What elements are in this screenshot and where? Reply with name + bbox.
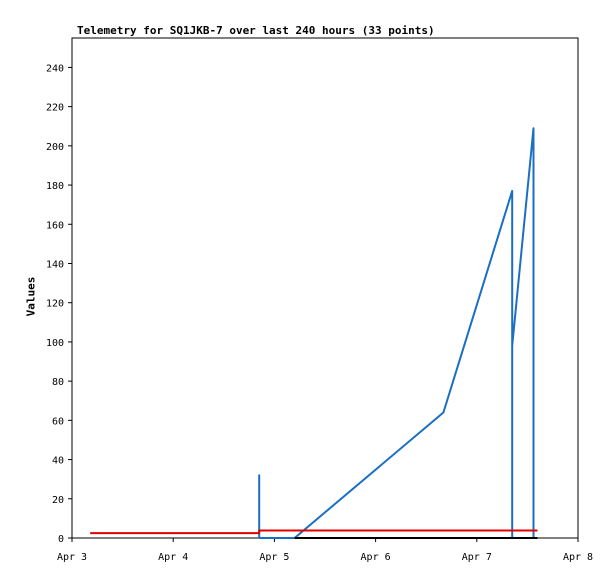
chart-title: Telemetry for SQ1JKB-7 over last 240 hou… (77, 24, 435, 37)
y-tick-label: 20 (52, 495, 64, 506)
y-tick-label: 100 (46, 338, 64, 349)
y-tick-label: 180 (46, 181, 64, 192)
x-tick-label: Apr 7 (462, 552, 492, 563)
x-tick-label: Apr 8 (563, 552, 593, 563)
y-tick-label: 200 (46, 142, 64, 153)
x-tick-label: Apr 4 (158, 552, 188, 563)
x-tick-label: Apr 3 (57, 552, 87, 563)
y-tick-label: 40 (52, 456, 64, 467)
y-tick-label: 240 (46, 63, 64, 74)
y-tick-label: 140 (46, 259, 64, 270)
y-tick-label: 60 (52, 416, 64, 427)
series-line-1 (90, 529, 538, 535)
x-tick-label: Apr 6 (361, 552, 391, 563)
y-tick-label: 160 (46, 220, 64, 231)
series-line-0 (258, 127, 535, 539)
x-tick-label: Apr 5 (259, 552, 289, 563)
plot-frame (71, 37, 579, 539)
y-tick-label: 220 (46, 103, 64, 114)
y-tick-label: 0 (58, 534, 64, 545)
y-tick-label: 120 (46, 299, 64, 310)
y-tick-label: 80 (52, 377, 64, 388)
